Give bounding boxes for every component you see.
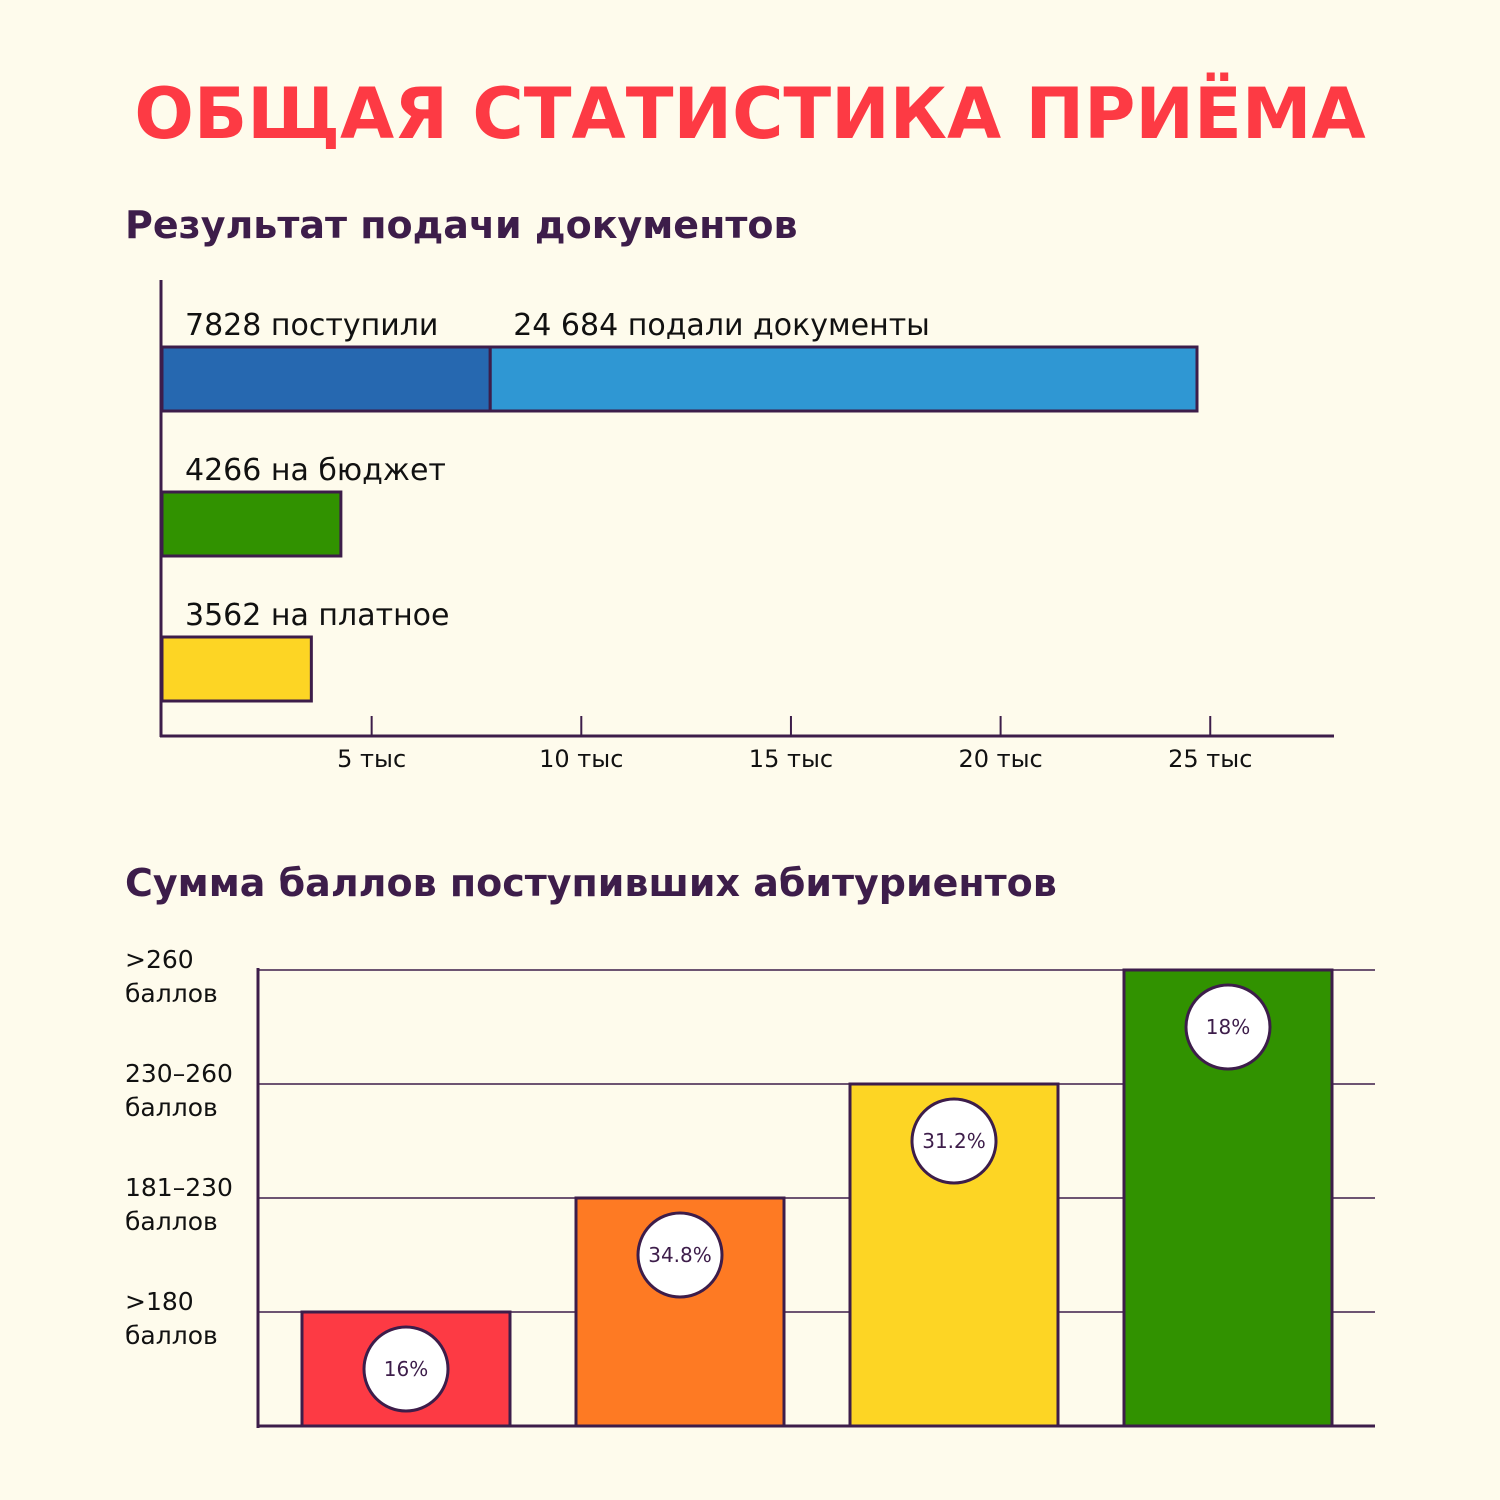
level-label-unit: баллов [125,1093,218,1122]
percent-badge [1184,983,1272,1071]
scores-chart-title: Сумма баллов поступивших абитуриентов [125,861,1057,905]
level-label-unit: баллов [125,1207,218,1236]
percent-badge [910,1097,998,1185]
documents-chart: Результат подачи документов 5 тыс 10 тыс 1… [125,203,1334,773]
percent-label: 31.2% [922,1129,986,1153]
percent-label: 16% [384,1357,428,1381]
percent-label: 34.8% [648,1243,712,1267]
documents-bar-label: 4266 на бюджет [185,453,446,488]
percent-label: 18% [1206,1015,1250,1039]
page-title: ОБЩАЯ СТАТИСТИКА ПРИЁМА [134,73,1365,155]
x-tick-label: 10 тыс [539,745,623,773]
documents-bar [160,635,313,703]
level-label: >180 [125,1287,194,1316]
level-label-unit: баллов [125,979,218,1008]
percent-badge [362,1325,450,1413]
level-label-unit: баллов [125,1321,218,1350]
scores-chart: Сумма баллов поступивших абитуриентов >1… [125,861,1375,1428]
level-label: 230–260 [125,1059,233,1088]
documents-bar-label: 3562 на платное [185,598,450,633]
documents-bar [488,345,1199,413]
percent-badge [636,1211,724,1299]
x-tick-label: 20 тыс [958,745,1042,773]
documents-bar [160,490,343,558]
level-label: >260 [125,945,194,974]
x-tick-label: 5 тыс [337,745,406,773]
level-label: 181–230 [125,1173,233,1202]
documents-bar [160,345,492,413]
documents-chart-title: Результат подачи документов [125,203,798,247]
documents-bar-label: 7828 поступили [185,308,438,343]
x-tick-label: 25 тыс [1168,745,1252,773]
documents-bar-label: 24 684 подали документы [513,308,930,343]
x-tick-label: 15 тыс [749,745,833,773]
